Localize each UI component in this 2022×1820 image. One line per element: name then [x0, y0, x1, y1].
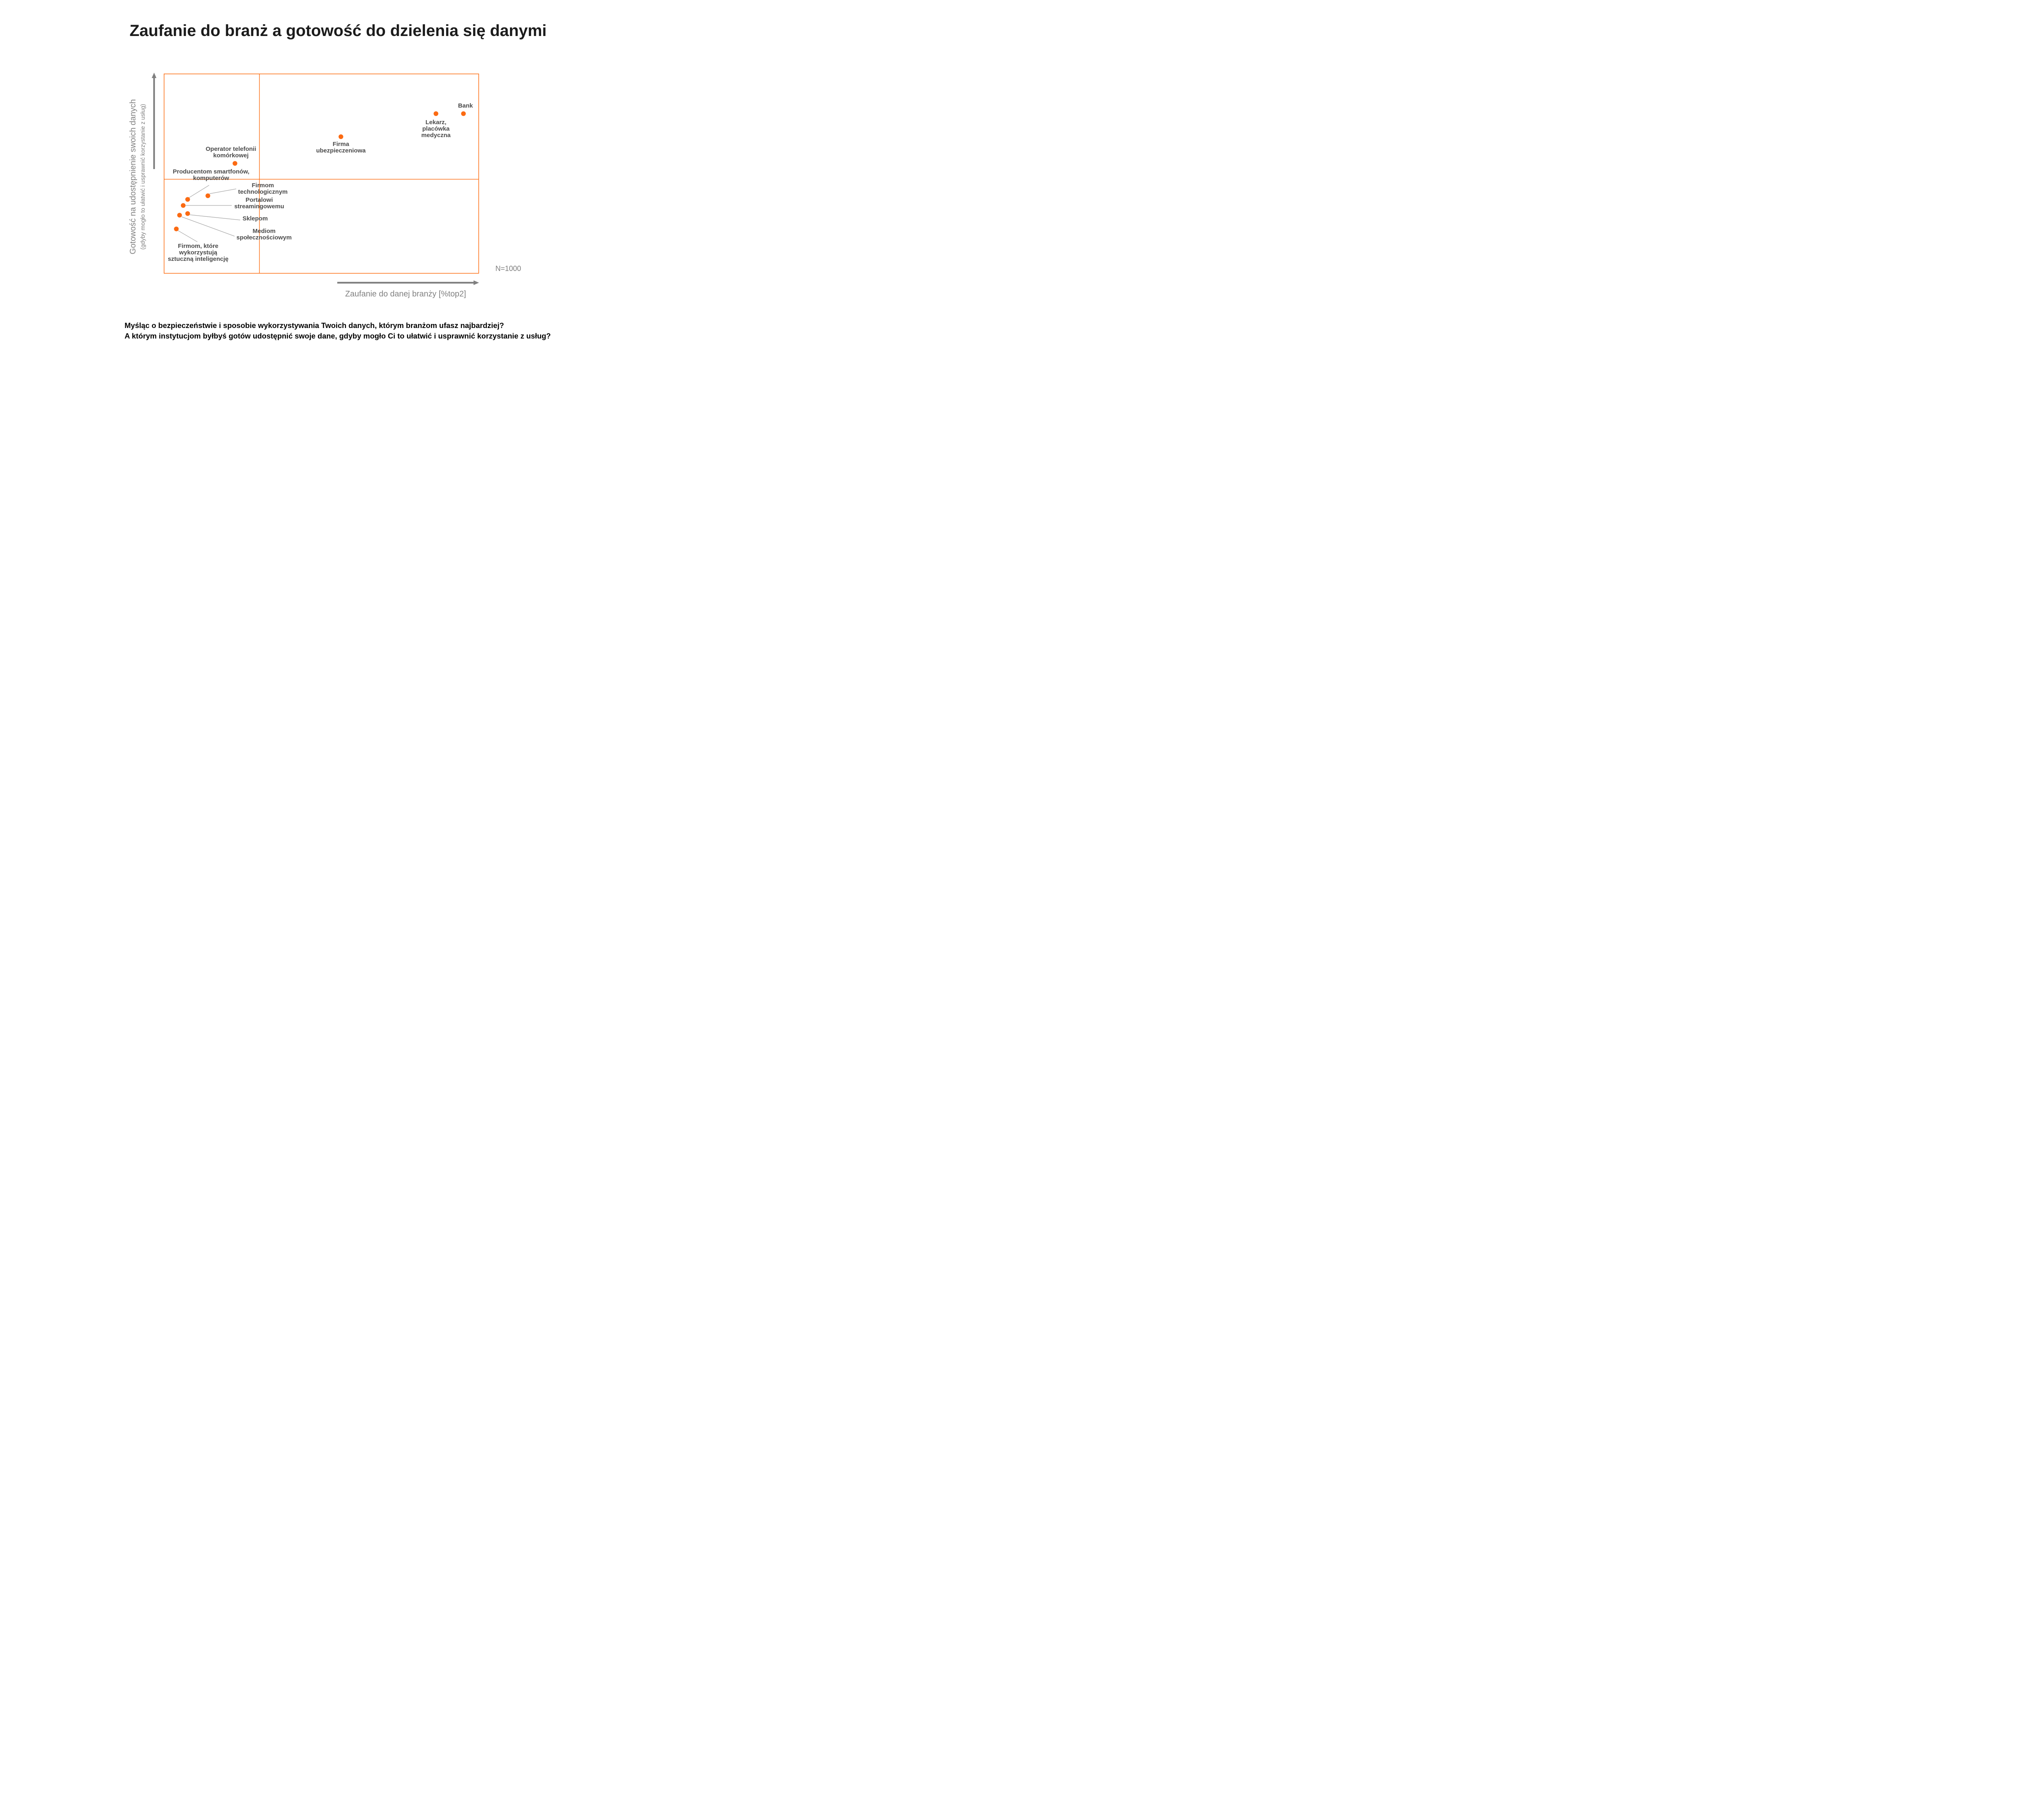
connector-line-ai — [178, 230, 198, 242]
point-label-streaming: Portalowi streamingowemu — [227, 197, 292, 210]
plot-border — [163, 73, 479, 274]
point-label-line: komórkowej — [213, 152, 249, 159]
survey-question-line1: Myśląc o bezpieczeństwie i sposobie wyko… — [125, 321, 504, 330]
data-point-streaming — [181, 203, 186, 208]
connector-line-tech — [209, 188, 237, 194]
data-point-operator — [233, 161, 237, 166]
data-point-tech — [205, 193, 210, 198]
connector-lines — [178, 185, 241, 242]
data-point-social — [177, 213, 182, 218]
connector-line-producenci — [188, 185, 209, 198]
y-axis-label-sub: (gdyby mogło to ułatwić i usprawnić korz… — [140, 104, 146, 250]
slide: Zaufanie do branż a gotowość do dzieleni… — [0, 0, 647, 364]
point-label-line: sztuczną inteligencję — [167, 255, 229, 262]
point-label-line: Firma — [332, 141, 349, 148]
y-axis-label-main: Gotowość na udostępnienie swoich danych — [129, 99, 137, 254]
survey-question-text: Myśląc o bezpieczeństwie i sposobie wyko… — [125, 320, 551, 341]
point-label-line: społecznościowym — [236, 234, 292, 241]
data-point-ubezpieczenia — [338, 134, 343, 139]
point-label-line: Sklepom — [242, 215, 268, 222]
point-label-line: Firmom — [252, 182, 274, 189]
point-label-operator: Operator telefonii komórkowej — [199, 146, 263, 159]
point-label-line: ubezpieczeniowa — [316, 147, 366, 154]
point-label-sklepy: Sklepom — [235, 216, 275, 222]
point-label-line: medyczna — [421, 131, 451, 139]
point-label-line: Lekarz, — [425, 119, 446, 126]
point-label-line: technologicznym — [238, 188, 288, 195]
point-label-line: Operator telefonii — [205, 146, 256, 152]
x-axis-arrow-head-icon — [474, 280, 479, 285]
chart-title: Zaufanie do branż a gotowość do dzieleni… — [129, 22, 547, 40]
sample-size-note: N=1000 — [495, 265, 521, 273]
point-label-lekarz: Lekarz, placówka medyczna — [408, 119, 464, 138]
point-label-bank: Bank — [445, 103, 486, 109]
point-label-ai: Firmom, które wykorzystują sztuczną inteli… — [160, 243, 237, 262]
data-points — [174, 111, 466, 231]
point-label-line: streamingowemu — [234, 203, 284, 210]
point-label-line: Producentom smartfonów, — [173, 168, 250, 175]
y-axis-arrow-head-icon — [152, 72, 157, 78]
data-point-ai — [174, 226, 179, 231]
point-label-line: placówka — [422, 125, 450, 132]
connector-line-social — [181, 216, 235, 237]
point-label-social: Mediom społecznościowym — [230, 228, 298, 241]
data-point-bank — [461, 111, 466, 116]
data-point-producenci — [185, 197, 190, 202]
point-label-line: wykorzystują — [179, 249, 218, 256]
point-label-line: Portalowi — [245, 197, 273, 203]
point-label-producenci: Producentom smartfonów, komputerów — [169, 169, 254, 182]
point-label-line: Mediom — [252, 228, 276, 235]
point-label-tech: Firmom technologicznym — [231, 182, 295, 195]
point-label-line: komputerów — [193, 174, 229, 182]
x-axis-label: Zaufanie do danej branży [%top2] — [345, 290, 466, 298]
point-label-line: Firmom, które — [178, 243, 219, 250]
point-label-ubezpieczenia: Firma ubezpieczeniowa — [309, 141, 373, 154]
scatter-plot — [152, 72, 479, 285]
survey-question-line2: A którym instytucjom byłbyś gotów udostę… — [125, 332, 551, 340]
data-point-sklepy — [185, 211, 190, 216]
point-label-line: Bank — [458, 102, 473, 109]
connector-line-sklepy — [189, 214, 241, 220]
data-point-lekarz — [434, 111, 438, 116]
